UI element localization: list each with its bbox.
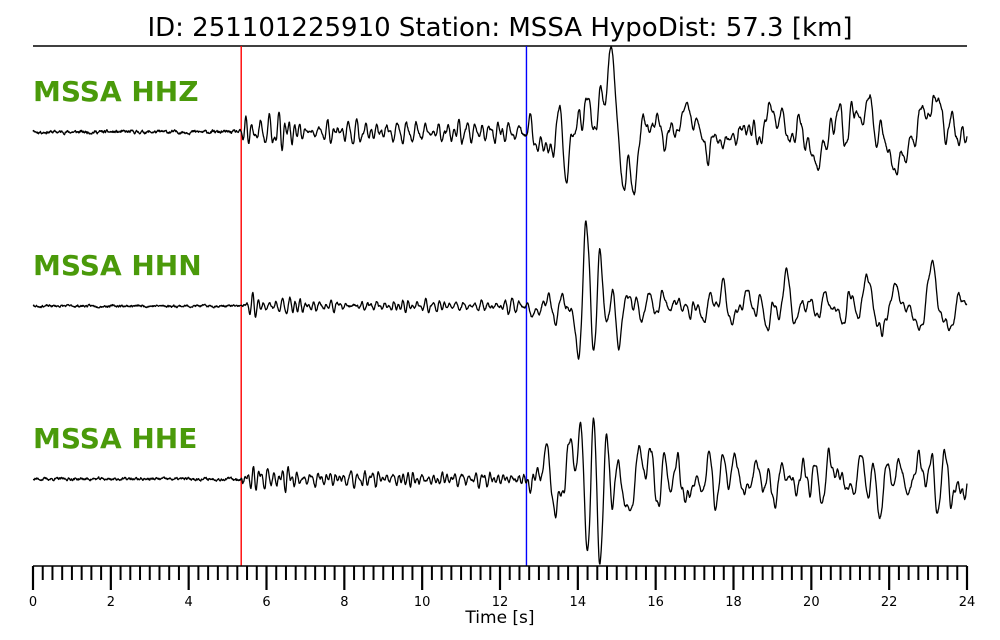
trace-label: MSSA HHZ	[33, 75, 199, 108]
tick-label: 8	[340, 595, 348, 610]
waveform-traces	[32, 46, 968, 565]
tick-label: 14	[570, 595, 587, 610]
x-axis-label: Time [s]	[464, 608, 534, 628]
trace-label: MSSA HHN	[33, 249, 202, 282]
tick-label: 4	[185, 595, 193, 610]
tick-label: 16	[647, 595, 664, 610]
chart-title: ID: 251101225910 Station: MSSA HypoDist:…	[147, 13, 852, 43]
tick-label: 20	[803, 595, 820, 610]
trace-labels: MSSA HHZ MSSA HHN MSSA HHE	[33, 75, 202, 455]
tick-label: 22	[881, 595, 898, 610]
trace-mssa-hhn	[32, 220, 968, 360]
trace-mssa-hhz	[32, 46, 968, 196]
time-axis: 0 2 4 6 8 10 12 14 16 18 20 22 24	[29, 565, 976, 610]
tick-label: 24	[959, 595, 976, 610]
tick-label: 2	[107, 595, 115, 610]
trace-label: MSSA HHE	[33, 422, 197, 455]
tick-label: 6	[262, 595, 270, 610]
tick-label: 12	[492, 595, 509, 610]
tick-label: 18	[725, 595, 742, 610]
trace-mssa-hhe	[32, 417, 968, 565]
tick-label: 0	[29, 595, 37, 610]
tick-label: 10	[414, 595, 431, 610]
